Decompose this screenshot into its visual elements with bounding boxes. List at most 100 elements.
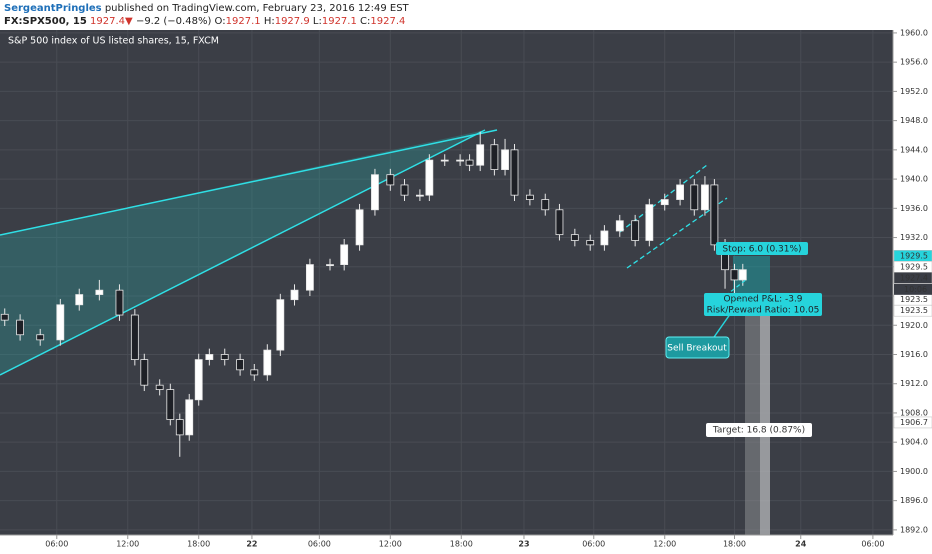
candle-body	[205, 354, 214, 361]
price-marker-label: 1929.5	[900, 251, 928, 260]
candle-body	[175, 419, 184, 436]
candle-body	[456, 159, 465, 162]
x-axis-bg	[0, 536, 893, 550]
x-tick-label: 06:00	[45, 540, 68, 549]
price-marker	[893, 304, 932, 317]
candle-body	[541, 199, 550, 211]
candle-body	[730, 269, 739, 281]
sell-label: Sell Breakout	[667, 344, 727, 354]
callout-pointer	[711, 299, 741, 341]
price-marker-label: 1923.5	[900, 295, 928, 304]
candle-body	[371, 174, 379, 211]
candle-body	[194, 359, 203, 401]
open: 1927.1	[226, 16, 261, 27]
candle-body	[355, 209, 364, 246]
candle-body	[250, 369, 259, 376]
high: 1927.9	[275, 16, 310, 27]
candle-body	[738, 269, 747, 281]
candle-body	[155, 384, 164, 390]
countdown: 10:06	[904, 285, 927, 294]
candle-body	[130, 314, 139, 361]
candle-body	[305, 264, 314, 291]
x-tick-label: 12:00	[116, 540, 139, 549]
trend-line	[0, 129, 498, 236]
y-tick-label: 1940.0	[900, 175, 928, 184]
candle-body	[340, 244, 349, 265]
candle-body	[236, 359, 245, 371]
candle-body	[645, 204, 654, 241]
author[interactable]: SergeantPringles	[4, 3, 102, 14]
candle-body	[490, 144, 499, 170]
x-tick-label: 06:00	[582, 540, 605, 549]
x-tick-label: 24	[795, 540, 807, 549]
candle-body	[263, 349, 272, 376]
candle-body	[400, 184, 409, 196]
quote-line: FX:SPX500, 15 1927.4▼ −9.2 (−0.48%) O:19…	[4, 16, 405, 27]
y-tick-label: 1960.0	[900, 28, 928, 37]
candle-body	[631, 220, 640, 241]
candle-body	[701, 184, 709, 211]
candle-body	[710, 184, 719, 246]
y-tick-label: 1900.0	[900, 467, 928, 476]
symbol: FX:SPX500, 15	[4, 16, 87, 27]
x-tick-label: 23	[518, 540, 529, 549]
candle-body	[440, 159, 449, 162]
candle-body	[415, 194, 424, 197]
candle-body	[510, 149, 519, 196]
y-tick-label: 1920.0	[900, 321, 928, 330]
candle-body	[0, 313, 9, 321]
last: 1927.4	[90, 16, 125, 27]
price-marker	[893, 272, 932, 284]
candle-body	[56, 304, 65, 341]
l-label: L:	[313, 16, 322, 27]
stop-box	[716, 242, 808, 255]
candle-body	[386, 174, 395, 186]
candle-body	[75, 294, 84, 306]
y-tick-label: 1952.0	[900, 87, 928, 96]
candle-body	[600, 230, 609, 246]
y-tick-label: 1956.0	[900, 58, 928, 67]
candle-body	[425, 159, 434, 196]
candle-body	[36, 334, 45, 341]
candle-body	[95, 289, 104, 295]
candle-body	[525, 194, 534, 200]
y-tick-label: 1912.0	[900, 379, 928, 388]
y-tick-label: 1936.0	[900, 204, 928, 213]
candle-body	[476, 144, 485, 166]
y-tick-label: 1944.0	[900, 145, 928, 154]
axes: 1892.0 1896.0 1900.0 1904.0 1908.0 1912.0 1916…	[0, 28, 932, 550]
countdown-box	[894, 283, 932, 295]
y-tick-label: 1932.0	[900, 233, 928, 242]
price-marker-label: 1929.5	[900, 262, 928, 271]
x-tick-label: 22	[246, 540, 257, 549]
o-label: O:	[215, 16, 226, 27]
price-marker-label: 1923.5	[900, 306, 928, 315]
target-box	[706, 423, 812, 437]
arrow: ▼	[125, 16, 133, 27]
x-tick-label: 18:00	[187, 540, 210, 549]
x-tick-label: 06:00	[308, 540, 331, 549]
candle-body	[140, 359, 149, 386]
candle-body	[276, 299, 285, 351]
x-tick-label: 12:00	[379, 540, 402, 549]
target-zone	[760, 296, 770, 535]
chart-title: S&P 500 index of US listed shares, 15, F…	[8, 36, 219, 47]
ratio-label: Risk/Reward Ratio: 10.05	[707, 306, 820, 316]
grid	[0, 30, 893, 535]
candle-body	[660, 199, 669, 206]
candle-body	[570, 234, 579, 241]
price-marker-label: 1927.4	[900, 273, 928, 282]
x-tick-label: 18:00	[723, 540, 746, 549]
x-tick-label: 06:00	[861, 540, 884, 549]
published: published on TradingView.com, February 2…	[105, 3, 410, 14]
candle-body	[586, 240, 595, 246]
low: 1927.1	[322, 16, 357, 27]
candle-body	[290, 289, 299, 301]
target-label: Target: 16.8 (0.87%)	[712, 426, 805, 436]
y-tick-label: 1908.0	[900, 408, 928, 417]
candle-body	[690, 184, 699, 211]
c-label: C:	[360, 16, 370, 27]
stop-zone	[733, 256, 770, 296]
candle-body	[465, 159, 474, 166]
